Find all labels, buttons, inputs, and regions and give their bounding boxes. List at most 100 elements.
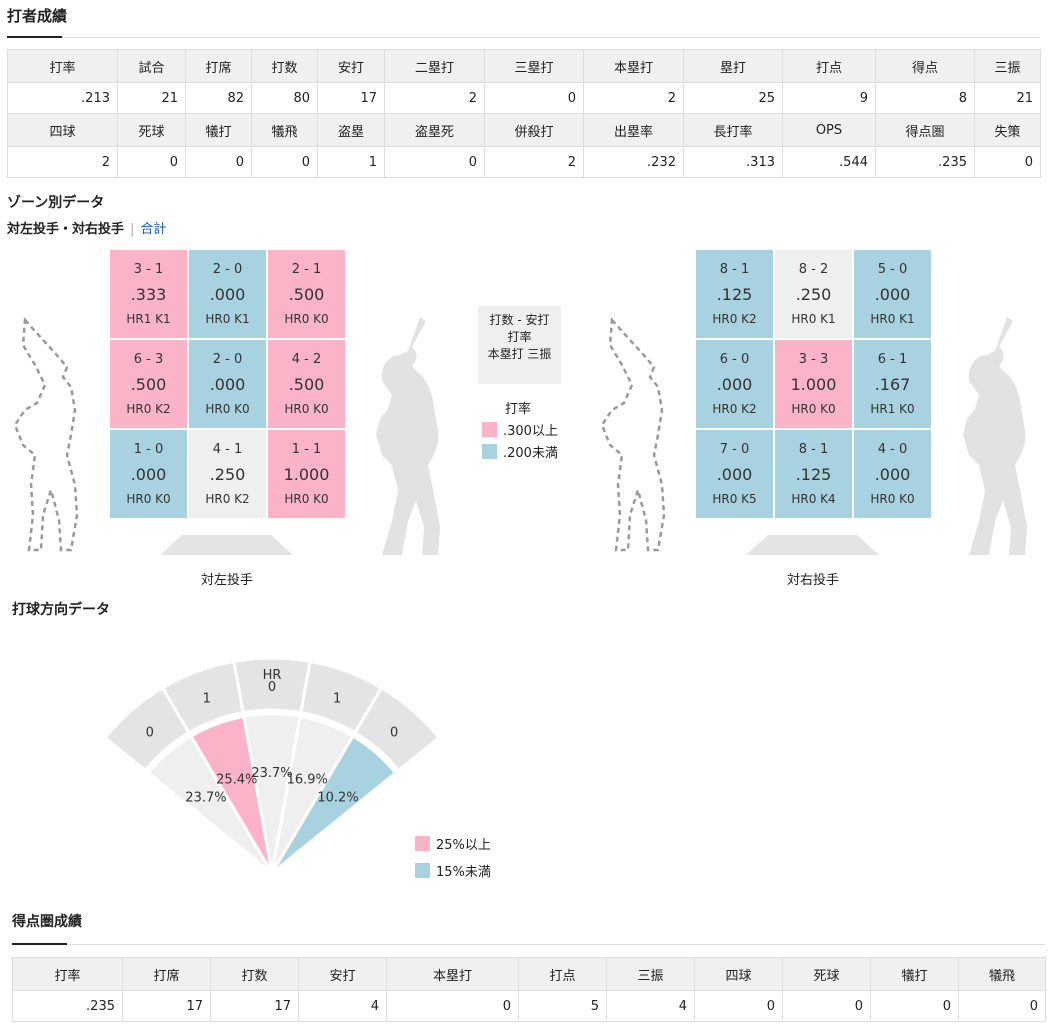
scoring-value-6: 4 xyxy=(606,990,695,1022)
direction-percent-label: 16.9% xyxy=(287,772,328,787)
zone-cell: 7 - 0 .000 HR0 K5 xyxy=(696,430,773,518)
batting-header2-2: 犠打 xyxy=(185,113,252,147)
batting-title: 打者成績 xyxy=(7,7,68,25)
batting-header-5: 二塁打 xyxy=(384,49,485,83)
batting-value-5: 2 xyxy=(384,82,485,114)
batting-value2-3: 0 xyxy=(251,146,318,178)
direction-legend-pink: 25%以上 xyxy=(415,834,491,853)
batting-value-8: 25 xyxy=(683,82,783,114)
zone-legend-pink: .300以上 xyxy=(482,420,558,439)
batting-header2-6: 併殺打 xyxy=(484,113,584,147)
batting-value2-9: .544 xyxy=(782,146,876,178)
zone-cell-ab-hits: 8 - 1 xyxy=(719,262,750,277)
zone-cell-ab-hits: 4 - 1 xyxy=(212,442,243,457)
batting-header2-4: 盗塁 xyxy=(317,113,385,147)
batting-header2-11: 失策 xyxy=(974,113,1041,147)
zone-cell-avg: .000 xyxy=(874,285,911,304)
zone-separator: | xyxy=(130,222,135,237)
batting-header2-3: 犠飛 xyxy=(251,113,318,147)
zone-cell: 3 - 1 .333 HR1 K1 xyxy=(110,250,187,338)
batting-value-10: 8 xyxy=(875,82,975,114)
legend-blue-label: .200未満 xyxy=(503,446,558,461)
zone-cell-avg: .000 xyxy=(130,465,167,484)
batting-value-11: 21 xyxy=(974,82,1041,114)
batting-value2-6: 2 xyxy=(484,146,584,178)
zone-cell-ab-hits: 2 - 0 xyxy=(212,262,243,277)
hr-label: HR xyxy=(263,668,282,683)
zone-cell-ab-hits: 5 - 0 xyxy=(877,262,908,277)
batting-value2-0: 2 xyxy=(7,146,118,178)
hr-count-label: 0 xyxy=(390,725,398,740)
zone-cell-avg: .000 xyxy=(716,375,753,394)
zone-cell: 1 - 1 1.000 HR0 K0 xyxy=(268,430,345,518)
batting-header-8: 塁打 xyxy=(683,49,783,83)
scoring-value-5: 5 xyxy=(518,990,607,1022)
zone-cell-avg: .000 xyxy=(716,465,753,484)
zone-cell-avg: 1.000 xyxy=(283,465,330,484)
batting-value-9: 9 xyxy=(782,82,876,114)
dir-legend-pink-label: 25%以上 xyxy=(436,838,491,853)
zone-cell-avg: .500 xyxy=(288,375,325,394)
zone-cell-hr-k: HR1 K0 xyxy=(870,402,915,416)
batting-value-7: 2 xyxy=(583,82,684,114)
batting-header-10: 得点 xyxy=(875,49,975,83)
zone-cell-ab-hits: 8 - 1 xyxy=(798,442,829,457)
zone-cell-hr-k: HR0 K0 xyxy=(205,402,250,416)
zone-cell-hr-k: HR0 K0 xyxy=(284,492,329,506)
zone-cell-hr-k: HR0 K1 xyxy=(870,312,915,326)
zone-key-box: 打数 - 安打 打率 本塁打 三振 xyxy=(478,306,561,384)
batting-value2-1: 0 xyxy=(117,146,186,178)
batting-header-11: 三振 xyxy=(974,49,1041,83)
zone-cell-ab-hits: 1 - 0 xyxy=(133,442,164,457)
scoring-header-3: 安打 xyxy=(298,957,387,991)
scoring-stats-table: 打率 打席 打数 安打 本塁打 打点 三振 四球 死球 犠打 犠飛 .235 17 17 4 0 5 4 0 0 0 0 xyxy=(12,957,1046,1022)
zone-cell-avg: .333 xyxy=(130,285,167,304)
right-batter-silhouette-icon-2 xyxy=(963,317,1027,555)
batting-value-3: 80 xyxy=(251,82,318,114)
zone-cell-hr-k: HR0 K0 xyxy=(870,492,915,506)
scoring-header-0: 打率 xyxy=(12,957,123,991)
zone-key-line1: 打数 - 安打 xyxy=(489,313,550,327)
batting-header-7: 本塁打 xyxy=(583,49,684,83)
batting-value2-11: 0 xyxy=(974,146,1041,178)
zone-title: ゾーン別データ xyxy=(7,195,105,211)
direction-percent-label: 10.2% xyxy=(317,790,358,805)
zone-cell-ab-hits: 2 - 0 xyxy=(212,352,243,367)
zone-total-link[interactable]: 合計 xyxy=(140,222,167,237)
dir-legend-blue-label: 15%未満 xyxy=(436,865,491,880)
zone-cell-hr-k: HR0 K5 xyxy=(712,492,757,506)
zone-cell-avg: .125 xyxy=(795,465,832,484)
zone-cell-hr-k: HR0 K1 xyxy=(205,312,250,326)
zone-cell-hr-k: HR0 K2 xyxy=(126,402,171,416)
batting-header2-8: 長打率 xyxy=(683,113,783,147)
right-zone-caption: 対右投手 xyxy=(786,573,839,588)
zone-cell: 4 - 1 .250 HR0 K2 xyxy=(189,430,266,518)
zone-cell: 2 - 0 .000 HR0 K0 xyxy=(189,340,266,428)
scoring-value-0: .235 xyxy=(12,990,123,1022)
zone-subtitle-row: 対左投手・対右投手 | 合計 xyxy=(7,218,166,237)
dir-legend-blue-swatch xyxy=(415,863,430,878)
batting-header-3: 打数 xyxy=(251,49,318,83)
scoring-value-1: 17 xyxy=(122,990,211,1022)
left-zone-caption: 対左投手 xyxy=(200,573,253,588)
zone-cell-ab-hits: 7 - 0 xyxy=(719,442,750,457)
zone-cell: 8 - 1 .125 HR0 K2 xyxy=(696,250,773,338)
zone-cell: 8 - 2 .250 HR0 K1 xyxy=(775,250,852,338)
zone-cell-ab-hits: 6 - 1 xyxy=(877,352,908,367)
zone-cell-ab-hits: 6 - 3 xyxy=(133,352,164,367)
zone-cell-avg: .000 xyxy=(874,465,911,484)
batting-header-6: 三塁打 xyxy=(484,49,584,83)
zone-subtitle: 対左投手・対右投手 xyxy=(7,222,125,237)
batting-value-2: 82 xyxy=(185,82,252,114)
zone-cell-ab-hits: 3 - 1 xyxy=(133,262,164,277)
right-batter-silhouette-icon xyxy=(376,317,440,555)
scoring-header-7: 四球 xyxy=(694,957,783,991)
hr-band-sector xyxy=(352,685,442,773)
batting-value-4: 17 xyxy=(317,82,385,114)
batting-stats-table: 打率 試合 打席 打数 安打 二塁打 三塁打 本塁打 塁打 打点 得点 三振 .213 21 82 80 17… xyxy=(7,49,1041,178)
batting-header2-9: OPS xyxy=(782,113,876,147)
zone-cell-avg: .125 xyxy=(716,285,753,304)
zone-cell: 6 - 0 .000 HR0 K2 xyxy=(696,340,773,428)
direction-title: 打球方向データ xyxy=(12,602,110,618)
scoring-header-5: 打点 xyxy=(518,957,607,991)
